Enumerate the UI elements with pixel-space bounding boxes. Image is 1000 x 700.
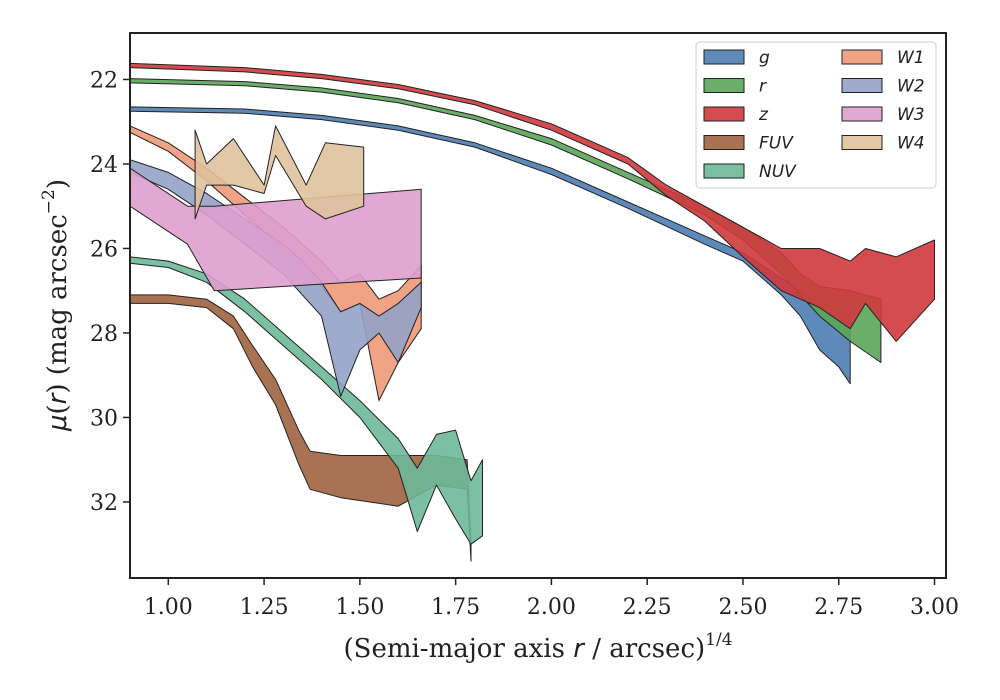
x-axis-title-part1: (Semi-major axis bbox=[343, 634, 573, 664]
series-band-w4 bbox=[194, 125, 365, 220]
legend-label-w2: W2 bbox=[897, 77, 925, 97]
series-band-fuv bbox=[130, 294, 472, 562]
x-axis-title-exponent: 1/4 bbox=[705, 630, 732, 650]
legend-label-z: z bbox=[758, 105, 769, 125]
y-axis-title: μ(r) (mag arcsec−2) bbox=[39, 179, 73, 432]
legend-swatch-g bbox=[703, 49, 745, 65]
x-tick-label: 1.75 bbox=[431, 595, 480, 620]
x-tick-label: 3.00 bbox=[910, 595, 959, 620]
y-axis-title-rest: ) (mag arcsec bbox=[43, 214, 73, 393]
x-axis-title-r: r bbox=[573, 634, 586, 664]
y-tick-label: 24 bbox=[90, 153, 118, 178]
x-tick-label: 1.00 bbox=[144, 595, 193, 620]
legend-swatch-w2 bbox=[841, 78, 883, 93]
y-tick-label: 28 bbox=[90, 322, 118, 347]
legend-label-r: r bbox=[759, 77, 767, 97]
y-axis-title-mu: μ bbox=[43, 414, 73, 432]
x-tick-label: 1.50 bbox=[335, 595, 384, 620]
series-band-g bbox=[130, 106, 851, 385]
y-axis: 22 24 26 28 30 32 bbox=[90, 68, 130, 516]
legend-swatch-nuv bbox=[703, 163, 745, 179]
y-tick-label: 32 bbox=[90, 491, 118, 516]
x-tick-label: 2.00 bbox=[527, 595, 576, 620]
y-axis-title-close: ) bbox=[43, 179, 73, 189]
plot-frame bbox=[129, 32, 947, 579]
y-tick-label: 26 bbox=[90, 237, 118, 262]
x-axis-title-part2: / arcsec) bbox=[584, 634, 705, 664]
x-axis-title: (Semi-major axis r / arcsec)1/4 bbox=[343, 630, 732, 664]
y-tick-label: 22 bbox=[90, 68, 118, 93]
x-tick-label: 2.75 bbox=[814, 595, 863, 620]
x-tick-label: 2.25 bbox=[623, 595, 672, 620]
legend-swatch-fuv bbox=[703, 135, 745, 150]
series-band-nuv bbox=[130, 256, 483, 545]
legend: grz FUV NUV W1 W2 W3 W4 bbox=[695, 41, 937, 189]
legend-swatch-w4 bbox=[841, 135, 883, 150]
series-band-r bbox=[130, 78, 882, 363]
legend-label-nuv: NUV bbox=[759, 162, 797, 182]
legend-label-w1: W1 bbox=[897, 48, 925, 68]
plot-area bbox=[130, 62, 935, 562]
x-tick-label: 1.25 bbox=[240, 595, 289, 620]
y-axis-title-r: r bbox=[43, 391, 73, 404]
x-axis: 1.00 1.25 1.50 1.75 2.00 2.25 2.50 2.75 3.00 bbox=[144, 578, 959, 620]
legend-swatch-w3 bbox=[841, 106, 883, 122]
y-tick-label: 30 bbox=[90, 406, 118, 431]
legend-label-fuv: FUV bbox=[759, 134, 794, 154]
legend-swatch-r bbox=[703, 78, 745, 93]
legend-label-g: g bbox=[759, 48, 770, 68]
legend-swatch-w1 bbox=[841, 49, 883, 65]
y-axis-title-paren-open: ( bbox=[43, 404, 73, 414]
series-band-z bbox=[130, 62, 935, 342]
y-axis-title-exponent: −2 bbox=[39, 189, 59, 214]
legend-label-w4: W4 bbox=[897, 134, 925, 154]
legend-label-w3: W3 bbox=[897, 105, 925, 125]
x-tick-label: 2.50 bbox=[718, 595, 767, 620]
legend-swatch-z bbox=[703, 106, 745, 122]
